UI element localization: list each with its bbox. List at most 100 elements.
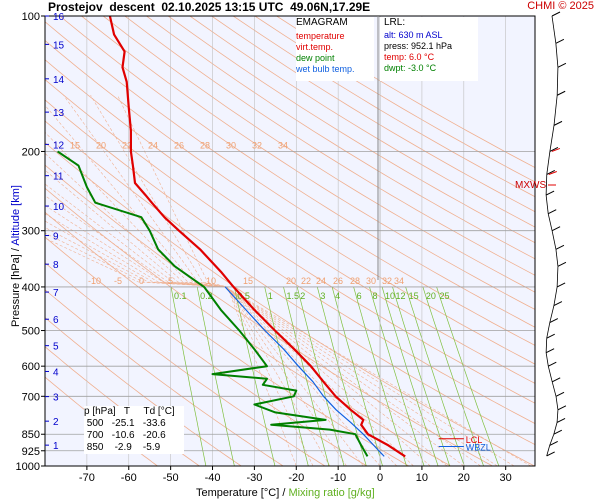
lrl-pressure: press: 952.1 hPa [384,41,453,51]
mixing-ratio-label: 12 [396,291,406,301]
lrl-temperature: temp: 6.0 °C [384,52,435,62]
wind-barb [546,170,555,175]
theta-label: 32 [382,276,392,286]
wind-trace [553,286,558,306]
lrl-info-box: LRL: alt: 630 m ASL press: 952.1 hPa tem… [380,17,478,81]
wind-barb [556,90,566,96]
altitude-tick-label: 3 [53,393,59,404]
theta-label: 26 [333,276,343,286]
pressure-tick-label: 1000 [16,461,40,473]
y-axis-label: Pressure [hPa] / Altitude [km] [10,176,22,336]
legend-item-wet-bulb: wet bulb temp. [296,64,355,74]
mxws-label: MXWS [515,180,547,191]
series-dew-point-line [57,150,369,457]
temperature-tick-label: -50 [163,472,179,484]
theta-label: 26 [174,140,184,150]
mixing-ratio-label: 10 [385,291,395,301]
summary-table-row: 700 -10.6 -20.6 [84,430,166,441]
wind-barb [547,209,557,215]
wbzl-label: WBZL [466,442,491,452]
series-temperature-line [108,16,406,458]
mixing-ratio-label: 1.5 [286,291,299,301]
wind-trace [545,174,548,196]
wind-barb [551,226,561,232]
pressure-tick-label: 925 [22,446,40,458]
pressure-tick-label: 400 [22,282,40,294]
theta-label: 28 [350,276,360,286]
theta-label: 20 [96,140,106,150]
theta-label: 34 [278,140,288,150]
altitude-tick-label: 14 [53,75,65,86]
theta-label: 22 [122,140,132,150]
dry-adiabat-line [45,79,535,404]
summary-table-row: 500 -25.1 -33.6 [84,418,166,429]
x-axis-label: Temperature [°C] / Mixing ratio [g/kg] [196,487,375,499]
moist-adiabat-line [45,205,448,466]
legend: EMAGRAM temperature virt.temp. dew point… [296,17,374,81]
wind-barb [546,333,555,339]
wind-barb [553,301,563,307]
wind-trace [545,195,549,214]
theta-label: 32 [252,140,262,150]
altitude-tick-label: 8 [53,260,59,271]
temperature-tick-label: -10 [330,472,346,484]
altitude-tick-label: 13 [53,108,65,119]
theta-label: -5 [114,276,122,286]
wind-trace [546,445,551,457]
wind-trace [553,422,558,435]
mixing-ratio-label: 0.1 [174,291,187,301]
dry-adiabat-line [124,16,535,276]
altitude-tick-label: 2 [53,417,59,428]
temperature-tick-label: -40 [205,472,221,484]
dry-adiabat-line [232,16,535,198]
mixing-ratio-label: 0.2 [200,291,213,301]
wind-barb [553,429,563,435]
x-axis-label-sep: / [282,487,286,499]
altitude-tick-label: 16 [53,12,65,23]
wind-trace [556,266,559,287]
wind-barb [557,261,567,267]
lrl-title: LRL: [384,17,406,28]
mixing-ratio-label: 3 [320,291,325,301]
temperature-tick-label: 30 [500,472,512,484]
mixing-ratio-label: 6 [357,291,362,301]
plot-frame [44,15,536,467]
mixing-ratio-label: 25 [440,291,450,301]
wind-trace [545,352,549,367]
pressure-tick-label: 200 [22,146,40,158]
wind-barb [549,318,559,324]
legend-item-dew-point: dew point [296,53,335,63]
wind-trace [545,338,548,353]
theta-label: 24 [148,140,158,150]
wind-barb [555,38,565,44]
series-wet-bulb-temp-line [224,286,385,457]
mixing-ratio-label: 15 [409,291,419,301]
temperature-tick-label: -30 [246,472,262,484]
altitude-tick-label: 12 [53,140,65,151]
mixing-ratio-label: 1 [268,291,273,301]
wind-trace [549,125,555,152]
dry-adiabat-line [102,16,535,293]
moist-adiabat-line [45,104,347,466]
summary-table: p [hPa] T Td [°C] 500 -25.1 -33.6 700 -1… [84,406,184,454]
wind-barb [555,391,565,397]
wind-barb [557,405,567,411]
theta-label: -10 [88,276,101,286]
summary-table-row: 850 -2.9 -5.9 [84,442,161,453]
pressure-tick-label: 850 [22,429,40,441]
wind-barb-max [548,171,557,175]
wind-trace [555,396,559,410]
y-axis-label-sep: / [10,248,22,252]
wind-trace [549,305,555,323]
legend-item-temperature: temperature [296,31,345,41]
x-axis-label-mixing: Mixing ratio [g/kg] [288,487,375,499]
wind-barb [545,190,555,196]
moist-adiabat-line [45,131,364,466]
mixing-ratio-label: 8 [372,291,377,301]
theta-label: 20 [286,276,296,286]
theta-label: 30 [366,276,376,286]
wind-trace [547,366,553,382]
altitude-tick-label: 4 [53,367,59,378]
lcl-label: LCL [466,435,483,445]
y-axis-label-altitude: Altitude [km] [10,185,22,246]
